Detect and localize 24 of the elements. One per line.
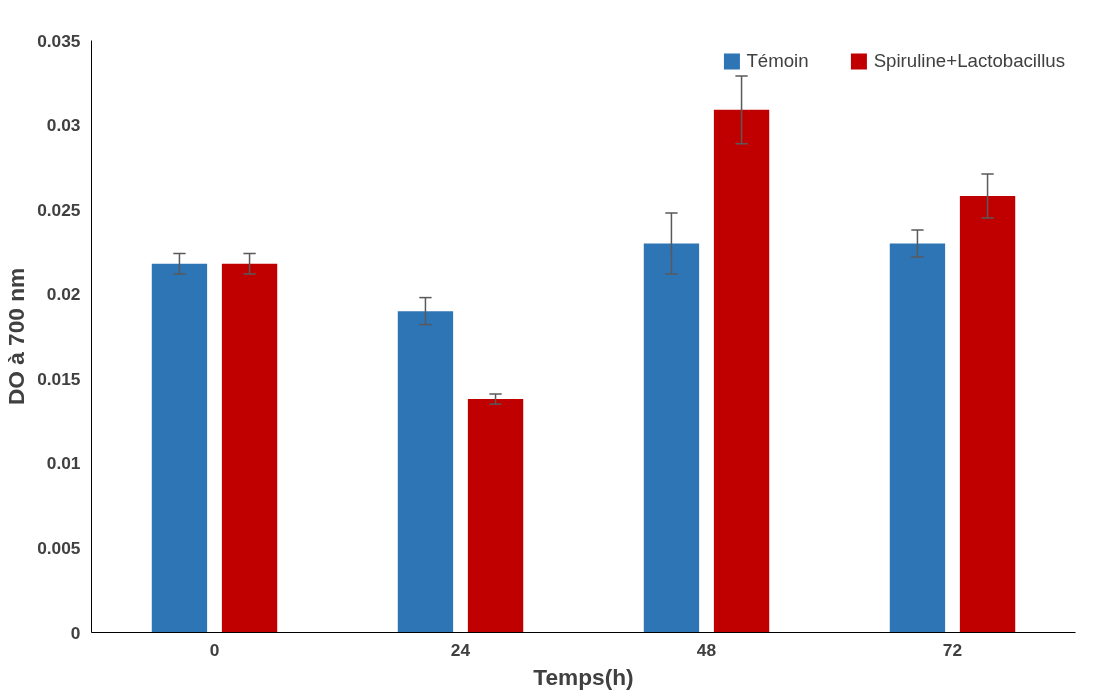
bar	[643, 243, 700, 633]
y-tick-label: 0.01	[46, 453, 81, 474]
x-tick-label: 0	[209, 639, 220, 660]
bar	[959, 196, 1016, 633]
y-tick-label: 0	[70, 622, 81, 643]
x-tick-label: 72	[942, 639, 963, 660]
y-tick-label: 0.035	[37, 30, 81, 51]
x-tick-label: 24	[450, 639, 471, 660]
bar	[467, 399, 524, 633]
y-tick-label: 0.005	[37, 537, 81, 558]
legend-label: Spiruline+Lactobacillus	[873, 50, 1065, 72]
bar	[151, 263, 208, 633]
y-tick-label: 0.025	[37, 199, 81, 220]
bar	[713, 109, 770, 633]
legend-label: Témoin	[746, 50, 809, 72]
x-axis-title: Temps(h)	[533, 663, 634, 690]
x-tick-label: 48	[696, 639, 717, 660]
y-tick-label: 0.02	[46, 284, 81, 305]
y-tick-label: 0.03	[46, 115, 81, 136]
bar	[221, 263, 278, 633]
bar	[397, 311, 454, 633]
bar	[889, 243, 946, 633]
y-axis-title: DO à 700 nm	[3, 267, 30, 406]
y-tick-label: 0.015	[37, 368, 81, 389]
